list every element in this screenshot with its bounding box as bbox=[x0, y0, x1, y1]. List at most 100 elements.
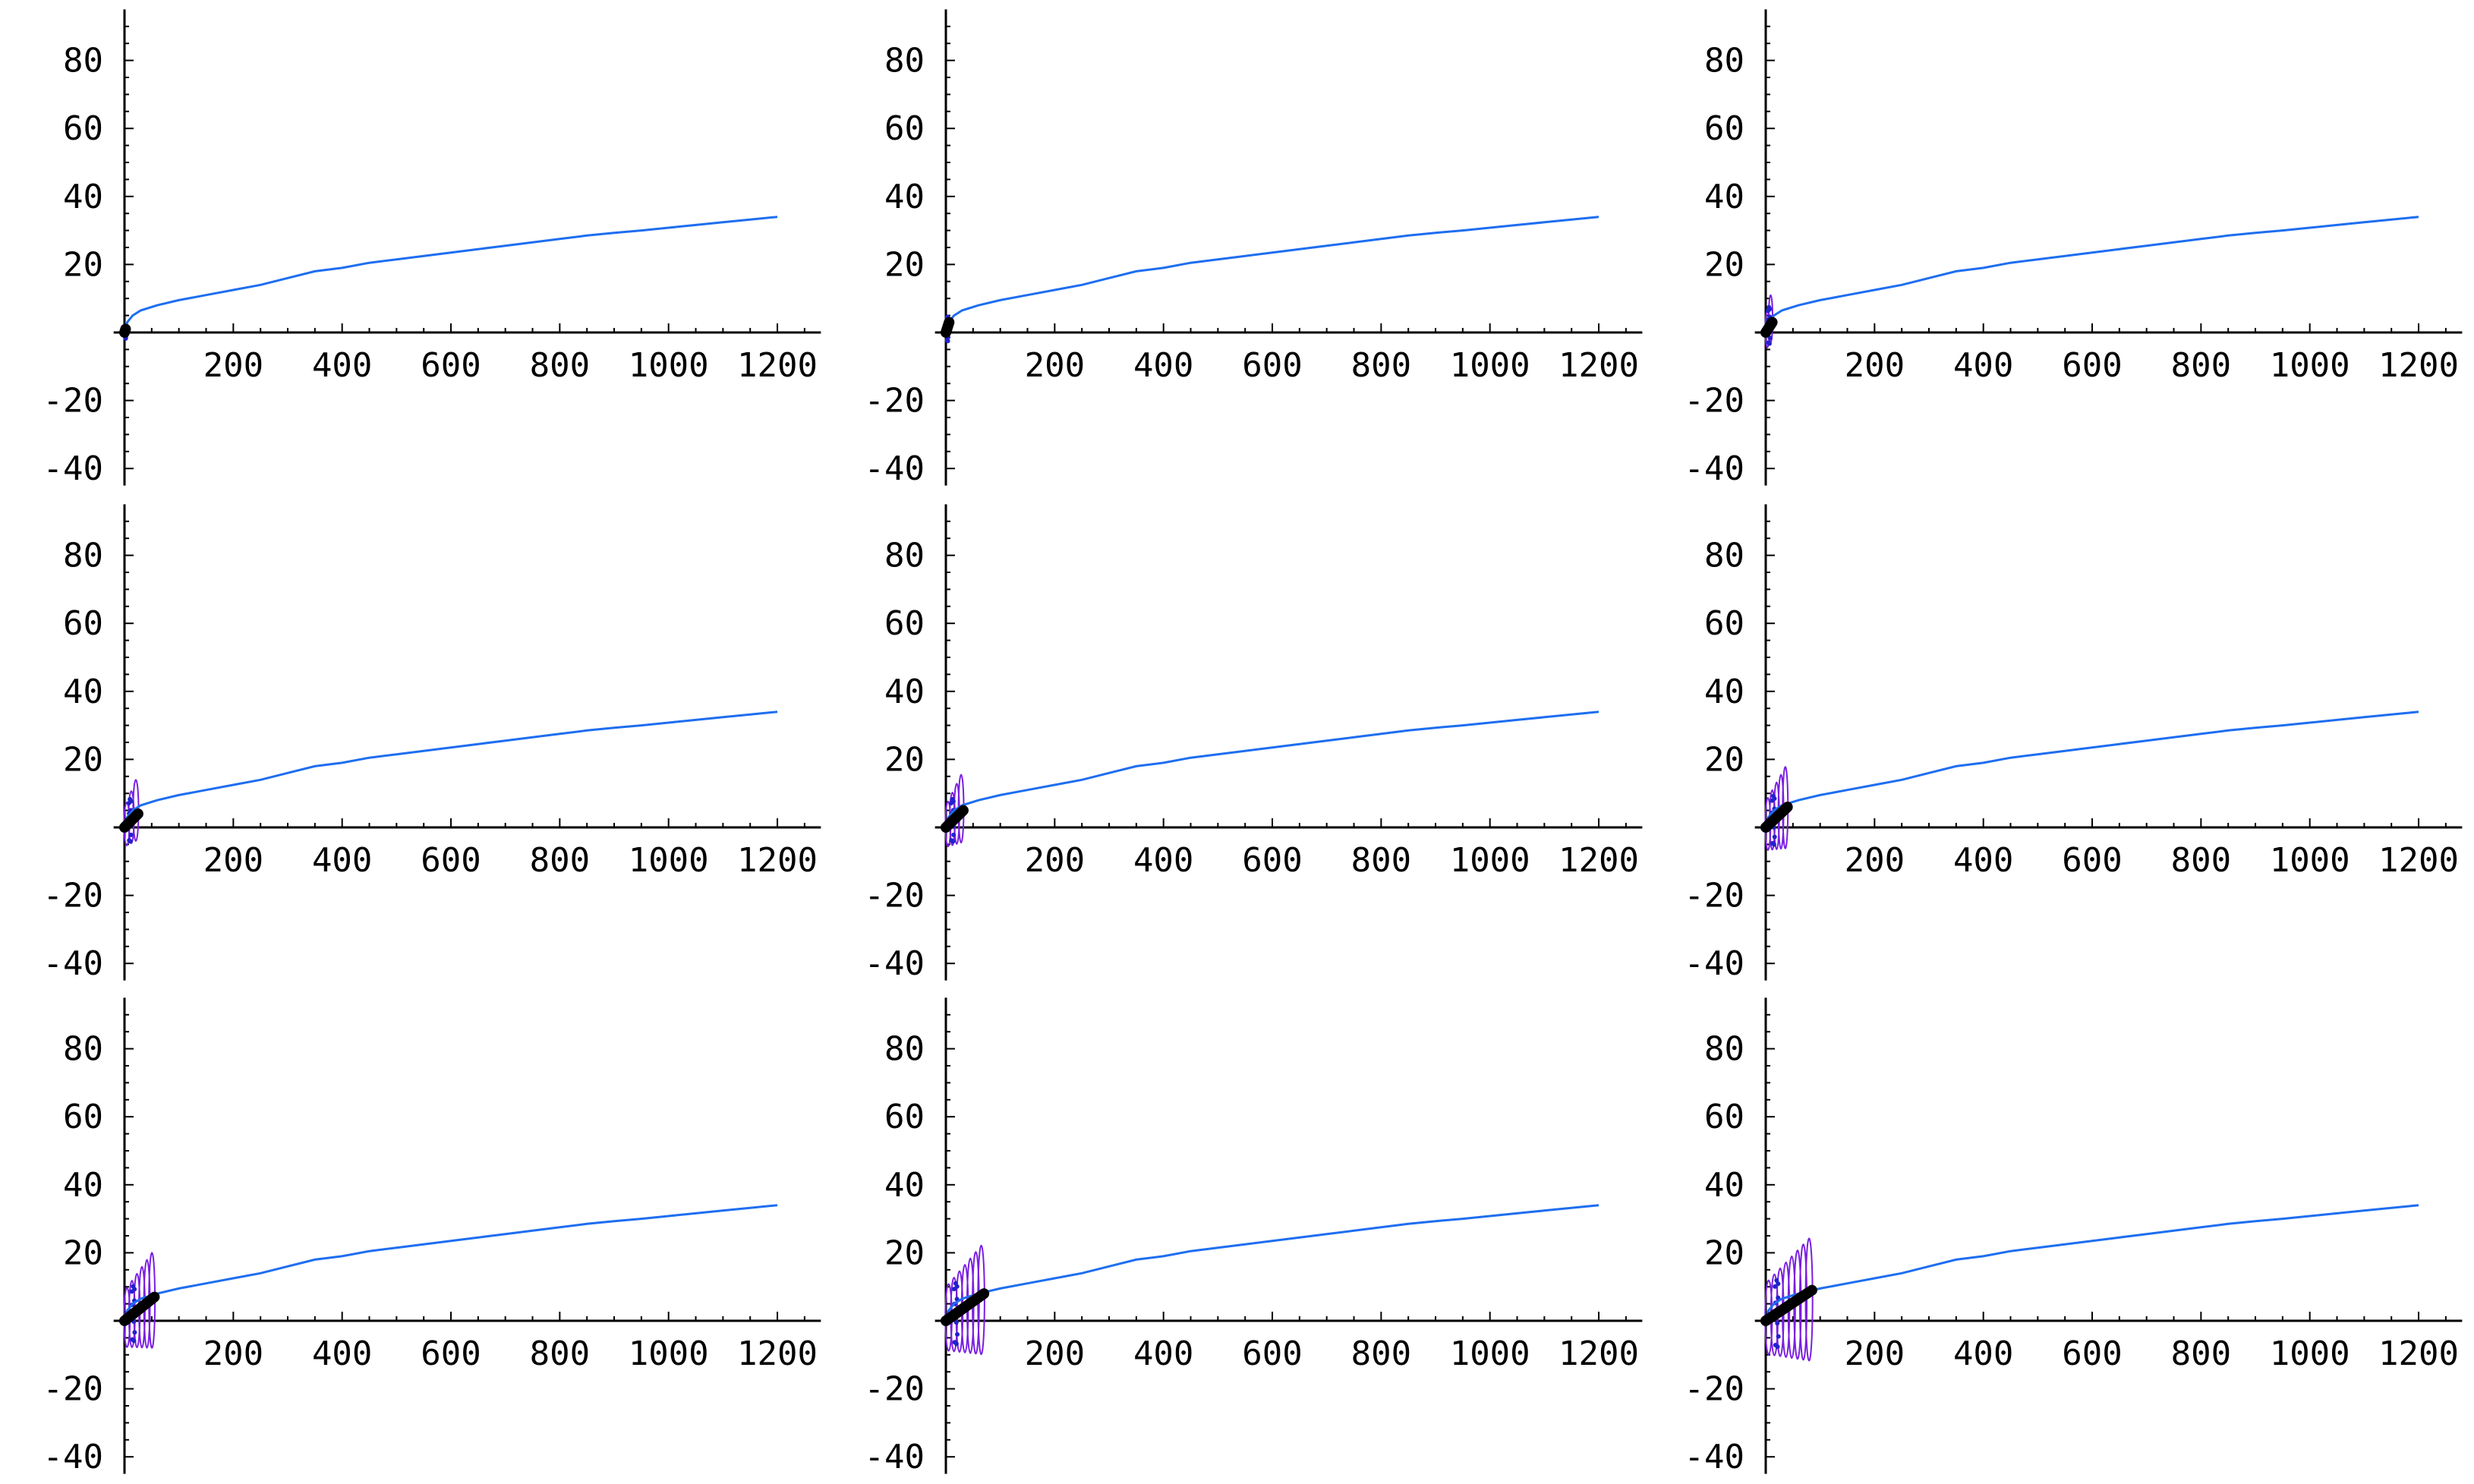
y-tick-label: 40 bbox=[1704, 178, 1744, 216]
x-tick-label: 1000 bbox=[629, 841, 709, 880]
y-tick-label: 40 bbox=[63, 1166, 103, 1205]
main-curve bbox=[944, 216, 1599, 333]
y-tick-label: 80 bbox=[884, 537, 925, 575]
y-tick-label: 20 bbox=[884, 1234, 925, 1272]
y-tick-label: 60 bbox=[63, 604, 103, 643]
x-tick-label: 1000 bbox=[629, 1334, 709, 1373]
y-tick-label: -40 bbox=[43, 1438, 103, 1476]
x-tick-label: 1200 bbox=[2378, 1334, 2459, 1373]
x-tick-label: 400 bbox=[1953, 1334, 2013, 1373]
blue-point bbox=[130, 1337, 135, 1342]
x-tick-label: 1200 bbox=[1558, 841, 1639, 880]
x-tick-label: 400 bbox=[1133, 841, 1193, 880]
chart-panel-2: 200 400 600 800 1000 1200 80 60 40 20 -20 -40 bbox=[865, 9, 1643, 488]
y-tick-label: 20 bbox=[1704, 740, 1744, 779]
blue-point bbox=[951, 1287, 957, 1292]
y-tick-label: 20 bbox=[63, 740, 103, 779]
x-tick-label: 800 bbox=[530, 841, 590, 880]
main-curve bbox=[123, 710, 778, 828]
y-tick-label: -20 bbox=[43, 382, 103, 421]
blue-point bbox=[1773, 1343, 1778, 1348]
x-tick-label: 800 bbox=[1351, 841, 1411, 880]
y-tick-label: -40 bbox=[43, 449, 103, 488]
blue-point bbox=[128, 832, 134, 837]
x-tick-label: 600 bbox=[1242, 841, 1302, 880]
main-curve bbox=[944, 1204, 1599, 1322]
x-tick-label: 1000 bbox=[1450, 841, 1530, 880]
x-tick-label: 200 bbox=[203, 841, 263, 880]
x-tick-label: 600 bbox=[421, 841, 481, 880]
y-tick-label: 80 bbox=[884, 42, 925, 80]
y-tick-label: 20 bbox=[1704, 245, 1744, 284]
x-tick-label: 1000 bbox=[629, 346, 709, 385]
blue-point bbox=[1772, 834, 1777, 840]
chart-panel-7: 200 400 600 800 1000 1200 80 60 40 20 -20 -40 bbox=[43, 997, 821, 1476]
y-tick-label: 40 bbox=[63, 673, 103, 711]
y-tick-label: 60 bbox=[1704, 604, 1744, 643]
y-tick-label: -40 bbox=[865, 944, 925, 983]
y-tick-label: 40 bbox=[1704, 673, 1744, 711]
y-tick-label: 40 bbox=[63, 178, 103, 216]
main-curve bbox=[123, 216, 778, 333]
x-tick-label: 200 bbox=[1025, 346, 1085, 385]
y-tick-label: 60 bbox=[63, 1098, 103, 1136]
y-tick-label: 80 bbox=[63, 537, 103, 575]
blue-point bbox=[1776, 1295, 1781, 1300]
y-tick-label: 80 bbox=[1704, 537, 1744, 575]
x-tick-label: 800 bbox=[2171, 841, 2231, 880]
main-curve bbox=[1764, 710, 2419, 828]
x-tick-label: 400 bbox=[312, 841, 372, 880]
black-band bbox=[1760, 317, 1778, 338]
x-tick-label: 1200 bbox=[1558, 1334, 1639, 1373]
blue-point bbox=[951, 832, 957, 837]
blue-point bbox=[1770, 840, 1775, 846]
x-tick-label: 200 bbox=[1025, 841, 1085, 880]
chart-panel-4: 200 400 600 800 1000 1200 80 60 40 20 -20 -40 bbox=[43, 504, 821, 983]
x-tick-label: 600 bbox=[2062, 841, 2122, 880]
blue-point bbox=[954, 1284, 960, 1289]
y-tick-label: 60 bbox=[884, 1098, 925, 1136]
x-tick-label: 800 bbox=[1351, 1334, 1411, 1373]
y-tick-label: -40 bbox=[1685, 1438, 1744, 1476]
x-tick-label: 400 bbox=[1133, 1334, 1193, 1373]
black-band bbox=[941, 805, 969, 833]
y-tick-label: 20 bbox=[884, 740, 925, 779]
y-tick-label: -20 bbox=[43, 877, 103, 915]
x-tick-label: 600 bbox=[1242, 346, 1302, 385]
y-tick-label: 60 bbox=[884, 109, 925, 148]
x-tick-label: 600 bbox=[421, 1334, 481, 1373]
y-tick-label: 80 bbox=[63, 1030, 103, 1069]
x-tick-label: 800 bbox=[2171, 346, 2231, 385]
main-curve bbox=[1764, 216, 2419, 333]
x-tick-label: 1000 bbox=[2270, 1334, 2350, 1373]
y-tick-label: -20 bbox=[43, 1370, 103, 1409]
chart-panel-6: 200 400 600 800 1000 1200 80 60 40 20 -20 -40 bbox=[1685, 504, 2463, 983]
x-tick-label: 600 bbox=[2062, 346, 2122, 385]
x-tick-label: 200 bbox=[1025, 1334, 1085, 1373]
y-tick-label: -40 bbox=[43, 944, 103, 983]
y-tick-label: -20 bbox=[865, 877, 925, 915]
x-tick-label: 1000 bbox=[2270, 346, 2350, 385]
blue-point bbox=[1775, 1321, 1780, 1326]
black-band bbox=[941, 1288, 990, 1326]
blue-point bbox=[949, 838, 954, 843]
chart-panel-1: 200 400 600 800 1000 1200 80 60 40 20 -20 -40 bbox=[43, 9, 821, 488]
x-tick-label: 600 bbox=[2062, 1334, 2122, 1373]
chart-panel-3: 200 400 600 800 1000 1200 80 60 40 20 -20 -40 bbox=[1685, 9, 2463, 488]
x-tick-label: 1000 bbox=[1450, 346, 1530, 385]
black-band bbox=[1760, 1284, 1817, 1326]
blue-point bbox=[1767, 307, 1773, 312]
y-tick-label: 20 bbox=[1704, 1234, 1744, 1272]
x-tick-label: 200 bbox=[1845, 346, 1905, 385]
black-band bbox=[941, 317, 955, 338]
y-tick-label: 60 bbox=[884, 604, 925, 643]
x-tick-label: 200 bbox=[203, 346, 263, 385]
x-tick-label: 600 bbox=[421, 346, 481, 385]
blue-point bbox=[132, 1330, 137, 1335]
y-tick-label: -40 bbox=[1685, 944, 1744, 983]
blue-point bbox=[1772, 796, 1777, 801]
blue-point bbox=[127, 838, 132, 843]
y-tick-label: 80 bbox=[63, 42, 103, 80]
x-tick-label: 400 bbox=[312, 1334, 372, 1373]
